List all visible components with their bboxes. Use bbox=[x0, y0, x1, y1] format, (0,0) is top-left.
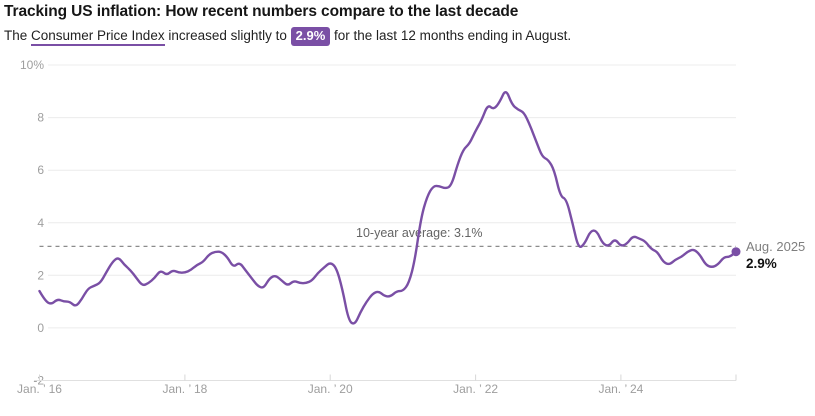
y-axis-label: 10% bbox=[20, 58, 44, 72]
y-axis-label: 0 bbox=[37, 321, 44, 335]
cpi-value-badge: 2.9% bbox=[290, 27, 331, 47]
subtitle-suffix: for the last 12 months ending in August. bbox=[330, 28, 572, 43]
annotation-date: Aug. 2025 bbox=[746, 239, 805, 254]
cpi-link[interactable]: Consumer Price Index bbox=[31, 28, 165, 46]
cpi-series-line bbox=[38, 91, 738, 325]
y-axis-label: 2 bbox=[37, 268, 44, 282]
x-axis-label: Jan. ’ 16 bbox=[17, 382, 62, 396]
annotation-value: 2.9% bbox=[746, 256, 777, 271]
x-axis-label: Jan. ’ 24 bbox=[598, 382, 643, 396]
chart-header: Tracking US inflation: How recent number… bbox=[4, 3, 784, 47]
y-axis-label: 6 bbox=[37, 163, 44, 177]
latest-point-marker bbox=[731, 247, 741, 257]
y-axis-label: 4 bbox=[37, 216, 44, 230]
x-axis-label: Jan. ’ 22 bbox=[453, 382, 498, 396]
x-axis-label: Jan. ’ 20 bbox=[308, 382, 353, 396]
x-axis-label: Jan. ’ 18 bbox=[162, 382, 207, 396]
subtitle-mid: increased slightly to bbox=[164, 28, 291, 43]
subtitle-prefix: The bbox=[4, 28, 32, 43]
y-axis-label: 8 bbox=[37, 111, 44, 125]
chart-title: Tracking US inflation: How recent number… bbox=[4, 3, 519, 20]
chart-subtitle: The Consumer Price Index increased sligh… bbox=[4, 27, 784, 47]
